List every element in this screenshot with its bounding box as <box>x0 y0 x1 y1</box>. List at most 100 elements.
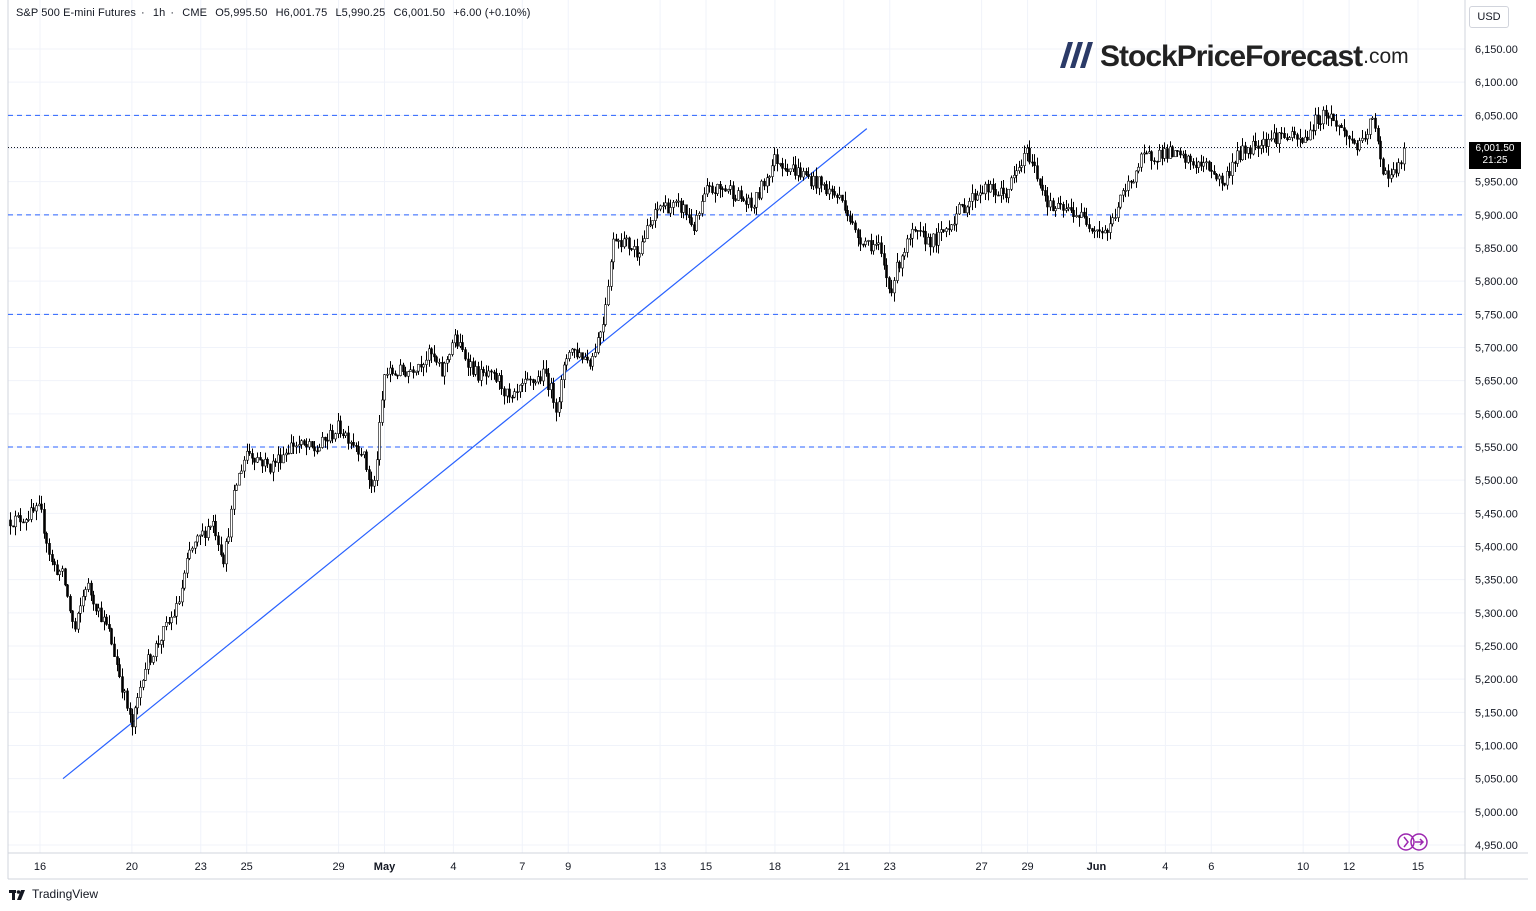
candle-body <box>737 190 740 201</box>
candle-body <box>1169 146 1172 159</box>
candle-body <box>220 544 223 556</box>
price-tick-label: 5,750.00 <box>1475 309 1518 321</box>
time-tick-label: 21 <box>838 861 850 873</box>
candle-body <box>160 640 163 645</box>
trend-line[interactable] <box>62 128 868 780</box>
logo-bars-icon <box>1060 41 1094 73</box>
candle-body <box>230 508 233 538</box>
candle-body <box>1124 190 1127 192</box>
time-tick-label: 27 <box>976 861 988 873</box>
candle-body <box>771 165 774 177</box>
candle-body <box>407 371 410 377</box>
candle-body <box>872 244 875 252</box>
currency-button[interactable]: USD <box>1469 6 1509 28</box>
candle-body <box>950 224 953 231</box>
candle-body <box>347 432 350 444</box>
candle-body <box>568 352 571 360</box>
candle-body <box>446 359 449 364</box>
candle-body <box>789 168 792 173</box>
candle-body <box>178 601 181 604</box>
candle-body <box>487 370 490 377</box>
candle-body <box>1028 147 1031 163</box>
candle-body <box>100 607 103 623</box>
candle-body <box>992 183 995 190</box>
candle-body <box>1208 161 1211 171</box>
candle-body <box>903 252 906 257</box>
candle-body <box>820 176 823 186</box>
candle-body <box>1036 165 1039 180</box>
candle-body <box>157 643 160 645</box>
tradingview-brand[interactable]: TradingView <box>9 887 98 901</box>
candle-body <box>321 436 324 448</box>
candle-body <box>139 686 142 698</box>
candle-body <box>30 507 33 520</box>
candle-body <box>1257 145 1260 149</box>
candle-body <box>168 622 171 624</box>
candle-body <box>1314 114 1317 131</box>
candle-body <box>183 572 186 589</box>
candle-body <box>1330 113 1333 119</box>
candle-body <box>438 361 441 364</box>
candle-body <box>259 457 262 461</box>
candle-body <box>885 264 888 279</box>
candle-body <box>997 194 1000 197</box>
candle-body <box>300 440 303 445</box>
candle-body <box>495 373 498 382</box>
candle-body <box>71 610 74 622</box>
candle-body <box>643 238 646 243</box>
candle-body <box>152 656 155 663</box>
candle-body <box>51 554 54 562</box>
candle-body <box>1293 131 1296 135</box>
candle-body <box>303 440 306 445</box>
candle-body <box>272 460 275 473</box>
candle-body <box>82 596 85 607</box>
candle-body <box>1371 117 1374 120</box>
candle-body <box>209 525 212 528</box>
candle-body <box>1044 190 1047 197</box>
candle-body <box>831 188 834 192</box>
candle-body <box>368 469 371 480</box>
compare-icon[interactable] <box>1396 832 1430 857</box>
tradingview-logo-icon <box>9 889 25 900</box>
candle-body <box>664 202 667 207</box>
candle-body <box>443 362 446 377</box>
candle-body <box>526 378 529 381</box>
candle-body <box>838 194 841 198</box>
candle-body <box>43 509 46 534</box>
price-tick-label: 5,700.00 <box>1475 343 1518 355</box>
candle-body <box>638 253 641 258</box>
candle-body <box>12 525 15 528</box>
candle-body <box>162 626 165 641</box>
candle-body <box>1176 150 1179 152</box>
candle-body <box>688 214 691 218</box>
candle-body <box>659 205 662 210</box>
candle-body <box>287 452 290 455</box>
high-value: H6,001.75 <box>275 7 328 19</box>
candle-body <box>909 237 912 240</box>
candle-body <box>994 189 997 196</box>
candle-body <box>734 198 737 201</box>
candle-body <box>1033 161 1036 167</box>
candle-body <box>906 238 909 253</box>
candle-body <box>628 237 631 249</box>
candle-body <box>1226 171 1229 186</box>
candle-body <box>981 192 984 195</box>
candle-body <box>636 246 639 258</box>
candle-body <box>560 379 563 403</box>
candle-body <box>1273 132 1276 140</box>
candle-body <box>932 233 935 248</box>
candle-body <box>199 534 202 537</box>
price-tick-label: 5,150.00 <box>1475 707 1518 719</box>
candle-body <box>1309 129 1312 141</box>
candle-body <box>1104 229 1107 234</box>
candle-body <box>1345 130 1348 137</box>
candle-body <box>1332 113 1335 122</box>
time-axis[interactable]: 16 20 23 25 29 May 4 7 9 13 15 18 21 23 27 29 Jun 4 6 10 12 1… <box>34 861 1424 873</box>
symbol-interval: 1h <box>152 7 166 19</box>
candle-body <box>1148 151 1151 154</box>
candle-body <box>727 189 730 192</box>
candle-body <box>937 231 940 246</box>
candle-body <box>155 643 158 657</box>
price-tick-label: 5,600.00 <box>1475 409 1518 421</box>
